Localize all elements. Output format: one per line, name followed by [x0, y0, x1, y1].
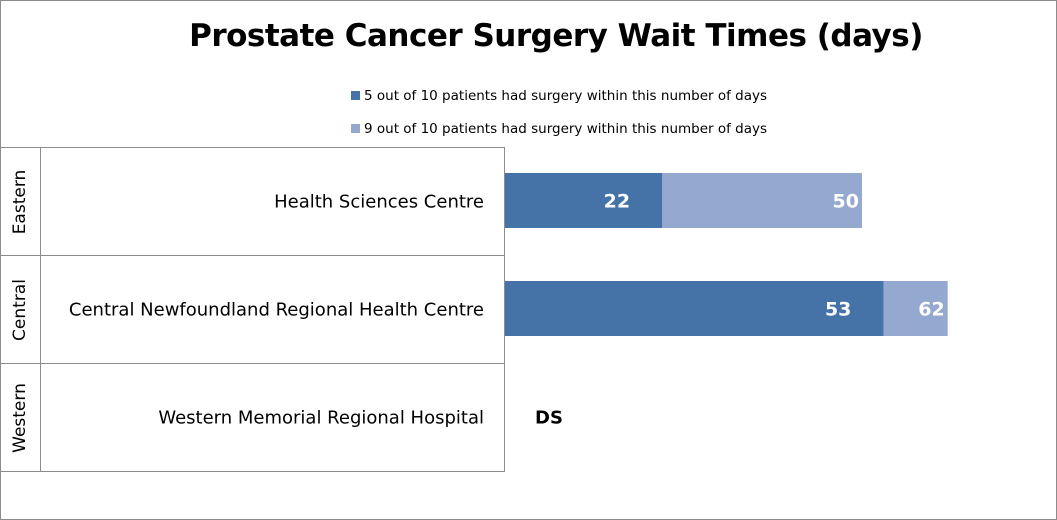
- data-label: 53: [825, 299, 851, 321]
- chart-title: Prostate Cancer Surgery Wait Times (days…: [189, 18, 923, 54]
- legend-label: 5 out of 10 patients had surgery within …: [364, 88, 768, 104]
- legend-item-90th: 9 out of 10 patients had surgery within …: [351, 121, 767, 137]
- category-label: Western Memorial Regional Hospital: [158, 407, 484, 428]
- region-label: Eastern: [0, 148, 41, 255]
- legend-swatch: [351, 91, 360, 100]
- category-label: Health Sciences Centre: [274, 191, 484, 212]
- bar-median: [505, 281, 884, 336]
- data-label: 62: [918, 299, 944, 321]
- legend-swatch: [351, 124, 360, 133]
- legend-label: 9 out of 10 patients had surgery within …: [364, 121, 768, 137]
- data-label: 22: [604, 191, 630, 213]
- data-label: 50: [833, 191, 859, 213]
- suppressed-data-label: DS: [535, 408, 563, 429]
- legend-item-median: 5 out of 10 patients had surgery within …: [351, 88, 767, 104]
- category-row: Western Western Memorial Regional Hospit…: [0, 363, 505, 472]
- category-label: Central Newfoundland Regional Health Cen…: [68, 299, 484, 320]
- region-label: Western: [0, 364, 41, 471]
- bar-median: [505, 173, 663, 228]
- region-label: Central: [0, 256, 41, 363]
